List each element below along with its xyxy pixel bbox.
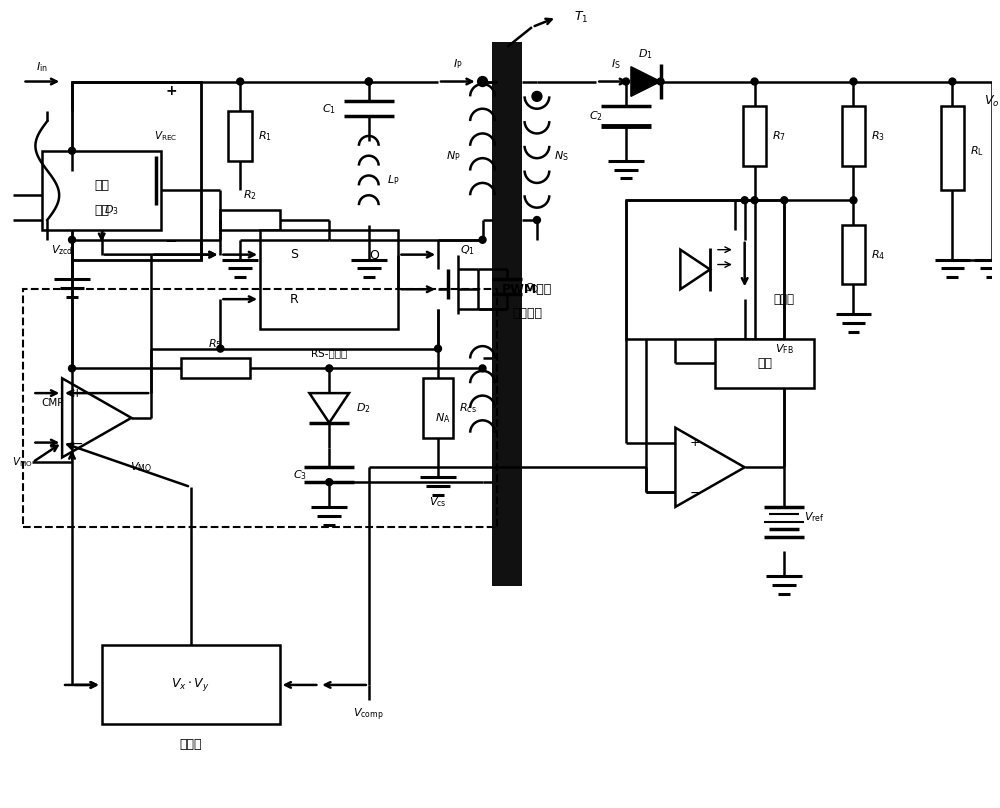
Text: $C_1$: $C_1$ [322,103,336,116]
Circle shape [533,217,540,224]
Text: $R_2$: $R_2$ [243,188,257,202]
Circle shape [69,365,75,372]
Text: $L_{\rm P}$: $L_{\rm P}$ [387,174,400,187]
Text: +: + [165,84,177,99]
Text: $R_4$: $R_4$ [871,248,885,262]
Bar [228,112,252,161]
Bar [72,82,201,259]
Circle shape [69,236,75,243]
Bar [492,42,522,586]
Bar [842,225,865,284]
Text: $Q_1$: $Q_1$ [460,242,475,257]
Text: R: R [290,292,299,305]
Circle shape [69,147,75,154]
Bar [842,107,865,166]
Bar [626,200,784,339]
Text: $-$: $-$ [71,436,83,449]
Text: 产生电路: 产生电路 [512,308,542,321]
Text: RS-触发器: RS-触发器 [311,348,347,359]
Text: 光耦器: 光耦器 [774,292,795,305]
Circle shape [326,365,333,372]
Polygon shape [675,427,745,507]
Text: $N_{\rm P}$: $N_{\rm P}$ [446,149,460,162]
Polygon shape [117,158,156,202]
Text: $N_{\rm A}$: $N_{\rm A}$ [435,411,451,425]
Text: $C_{\rm Q}$: $C_{\rm Q}$ [524,282,540,297]
Text: +: + [690,436,701,449]
Text: $D_1$: $D_1$ [638,47,653,61]
Bar [181,359,250,378]
Text: $-$: $-$ [689,485,701,499]
Text: $R_{\rm L}$: $R_{\rm L}$ [970,144,984,158]
Bar [260,230,398,329]
Text: $R_7$: $R_7$ [772,129,786,143]
Text: 乘法器: 乘法器 [179,738,202,751]
Text: $V_x \cdot V_y$: $V_x \cdot V_y$ [171,676,210,693]
Polygon shape [680,250,710,289]
Text: $V_{\rm cs}$: $V_{\rm cs}$ [429,495,447,509]
Text: CMP: CMP [41,398,63,408]
Text: $C_2$: $C_2$ [589,109,603,123]
Circle shape [365,78,372,85]
Text: $N_{\rm S}$: $N_{\rm S}$ [554,149,569,162]
Text: Q: Q [369,248,379,261]
Text: $V_{\rm FB}$: $V_{\rm FB}$ [775,342,794,356]
Text: $R_1$: $R_1$ [258,129,272,143]
Text: S: S [291,248,299,261]
Circle shape [365,78,372,85]
Text: $-$: $-$ [164,232,178,247]
Circle shape [326,478,333,486]
Bar [743,107,766,166]
Circle shape [532,91,542,101]
Bar [941,107,964,191]
Bar [102,646,280,725]
Circle shape [781,197,788,204]
Text: $V_{\rm MO}$: $V_{\rm MO}$ [130,461,152,474]
Text: $R_{\rm cs}$: $R_{\rm cs}$ [459,401,477,415]
Circle shape [217,345,224,352]
Text: $I_{\rm S}$: $I_{\rm S}$ [611,57,621,70]
Text: 检测: 检测 [94,204,109,217]
Text: $V_{\rm zcd}$: $V_{\rm zcd}$ [51,242,73,257]
Polygon shape [309,393,349,423]
Polygon shape [631,67,661,96]
Circle shape [623,78,629,85]
Circle shape [435,345,441,352]
Text: $R_5$: $R_5$ [208,337,222,351]
Text: 过零: 过零 [94,179,109,191]
Circle shape [850,197,857,204]
Text: $C_3$: $C_3$ [293,469,307,482]
Text: $I_{\rm in}$: $I_{\rm in}$ [36,60,48,74]
Circle shape [237,78,244,85]
Text: $R_3$: $R_3$ [871,129,885,143]
Circle shape [478,77,487,86]
Text: $V_{\rm comp}$: $V_{\rm comp}$ [353,706,384,723]
Circle shape [741,197,748,204]
Text: $V_{\rm REC}$: $V_{\rm REC}$ [154,129,178,143]
Circle shape [751,78,758,85]
Text: $D_2$: $D_2$ [356,401,371,415]
Circle shape [479,236,486,243]
Circle shape [479,365,486,372]
Circle shape [751,197,758,204]
Bar [23,289,497,527]
Bar [42,151,161,230]
Text: $I_{\rm P}$: $I_{\rm P}$ [453,57,463,70]
Bar [423,378,453,438]
Circle shape [850,78,857,85]
Text: $V_{\rm ref}$: $V_{\rm ref}$ [804,510,824,524]
Circle shape [326,236,333,243]
Text: $D_3$: $D_3$ [104,204,119,217]
Polygon shape [62,378,131,457]
Text: +: + [72,386,82,400]
Text: $V_o$: $V_o$ [984,94,1000,109]
Text: PWM脉冲: PWM脉冲 [502,283,552,296]
Bar [715,339,814,388]
Circle shape [657,78,664,85]
Text: $T_1$: $T_1$ [574,10,589,25]
Bar [220,210,280,230]
Text: $V_{\rm MO}$: $V_{\rm MO}$ [12,456,33,469]
Text: 补偿: 补偿 [757,357,772,370]
Circle shape [949,78,956,85]
